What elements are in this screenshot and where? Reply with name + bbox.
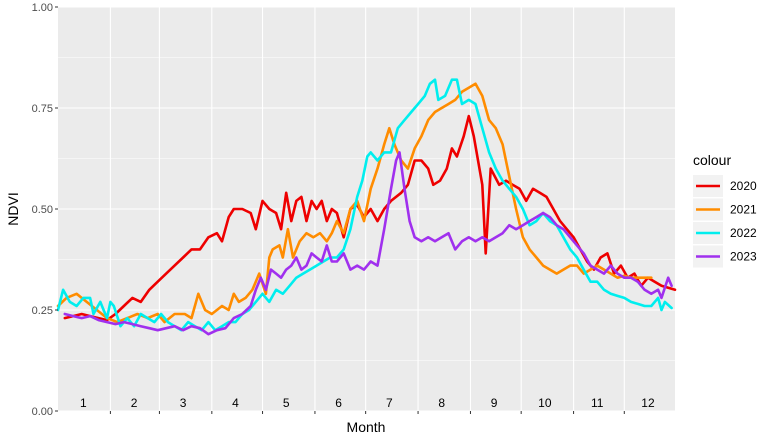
legend-label-2023: 2023 bbox=[730, 250, 757, 264]
x-tick-label: 10 bbox=[538, 396, 552, 410]
y-tick-label: 0.75 bbox=[32, 103, 53, 115]
y-tick-label: 1.00 bbox=[32, 2, 53, 14]
x-tick-label: 5 bbox=[283, 396, 290, 410]
y-tick-label: 0.25 bbox=[32, 305, 53, 317]
y-tick-label: 0.00 bbox=[32, 406, 53, 418]
x-tick-label: 2 bbox=[131, 396, 138, 410]
series-line-2020 bbox=[63, 114, 677, 322]
x-tick-label: 11 bbox=[591, 396, 604, 410]
x-axis-title: Month bbox=[347, 419, 386, 435]
y-axis-title: NDVI bbox=[5, 192, 21, 225]
y-axis-ticks: 0.00 0.25 0.50 0.75 1.00 bbox=[32, 2, 58, 418]
x-tick-label: 8 bbox=[438, 396, 445, 410]
legend: colour 2020 2021 2022 2023 bbox=[693, 152, 757, 268]
series-line-2022 bbox=[56, 78, 673, 332]
x-tick-label: 9 bbox=[491, 396, 498, 410]
series-line-2023 bbox=[63, 151, 673, 336]
y-tick-label: 0.50 bbox=[32, 204, 53, 216]
legend-items: 2020 2021 2022 2023 bbox=[693, 175, 757, 268]
legend-title: colour bbox=[693, 152, 731, 168]
series-line-2021 bbox=[56, 82, 653, 324]
x-tick-label: 4 bbox=[232, 396, 239, 410]
x-axis-ticks: 1 2 3 4 5 6 7 8 9 10 11 12 bbox=[80, 396, 655, 414]
x-tick-label: 7 bbox=[386, 396, 393, 410]
x-tick-label: 6 bbox=[335, 396, 342, 410]
x-tick-label: 3 bbox=[180, 396, 187, 410]
legend-label-2022: 2022 bbox=[730, 226, 757, 240]
x-tick-label: 12 bbox=[641, 396, 655, 410]
legend-label-2020: 2020 bbox=[730, 179, 757, 193]
legend-label-2021: 2021 bbox=[730, 203, 757, 217]
x-tick-label: 1 bbox=[80, 396, 87, 410]
series-lines bbox=[56, 78, 677, 336]
